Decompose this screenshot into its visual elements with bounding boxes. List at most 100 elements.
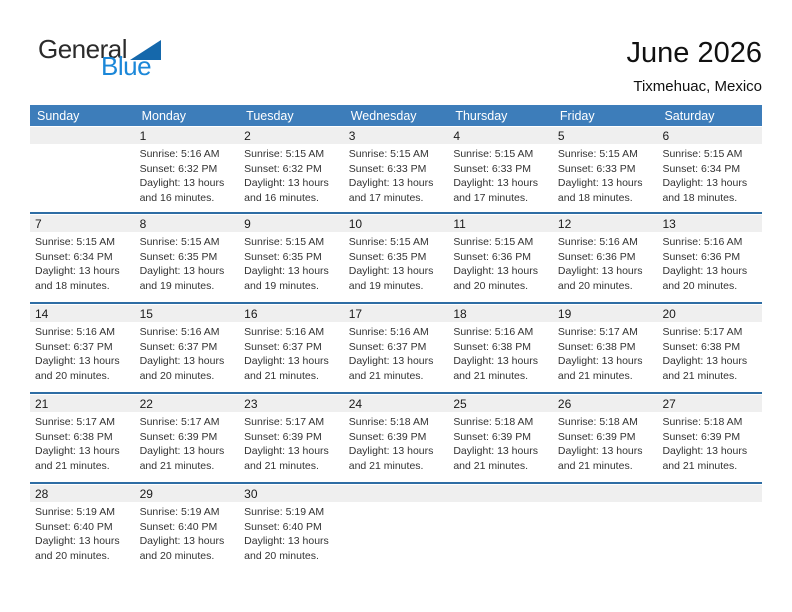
day-number-band	[343, 485, 449, 502]
sunrise-text: Sunrise: 5:15 AM	[348, 236, 429, 248]
day-number: 14	[35, 306, 49, 321]
day-details: Sunrise: 5:15 AM Sunset: 6:32 PM Daylight:…	[239, 144, 344, 205]
day-cell: 19 Sunrise: 5:17 AM Sunset: 6:38 PM Dayligh…	[552, 304, 658, 392]
day-number-band: 26	[552, 395, 658, 412]
day-number-band: 29	[134, 485, 240, 502]
day-details: Sunrise: 5:15 AM Sunset: 6:33 PM Daylight:…	[553, 144, 658, 205]
daylight-text: Daylight: 13 hours and 21 minutes.	[557, 445, 643, 472]
daylight-text: Daylight: 13 hours and 20 minutes.	[662, 265, 748, 292]
week-row: 28 Sunrise: 5:19 AM Sunset: 6:40 PM Dayligh…	[30, 482, 763, 572]
week-row: 1 Sunrise: 5:16 AM Sunset: 6:32 PM Daylight…	[30, 126, 763, 212]
day-number: 4	[453, 128, 460, 143]
day-details: Sunrise: 5:15 AM Sunset: 6:35 PM Daylight:…	[344, 232, 449, 293]
day-number-band: 20	[657, 305, 763, 322]
day-number: 28	[35, 486, 49, 501]
day-number: 29	[139, 486, 153, 501]
day-number-band	[552, 485, 658, 502]
day-cell: 1 Sunrise: 5:16 AM Sunset: 6:32 PM Daylight…	[134, 126, 240, 212]
day-details: Sunrise: 5:15 AM Sunset: 6:35 PM Daylight:…	[239, 232, 344, 293]
daylight-text: Daylight: 13 hours and 21 minutes.	[348, 355, 434, 382]
sunset-text: Sunset: 6:39 PM	[139, 430, 218, 443]
day-number: 27	[662, 396, 676, 411]
sunrise-text: Sunrise: 5:17 AM	[35, 416, 115, 428]
day-number: 8	[139, 216, 147, 231]
weekday-header-cell: Friday	[559, 108, 595, 123]
weekday-header-cell: Sunday	[37, 108, 80, 123]
day-number-band: 5	[552, 127, 658, 144]
day-cell: 13 Sunrise: 5:16 AM Sunset: 6:36 PM Dayligh…	[657, 214, 763, 302]
sunrise-text: Sunrise: 5:18 AM	[557, 416, 638, 428]
day-number-band: 11	[448, 215, 553, 232]
day-cell: 14 Sunrise: 5:16 AM Sunset: 6:37 PM Dayligh…	[30, 304, 135, 392]
day-cell: 30 Sunrise: 5:19 AM Sunset: 6:40 PM Dayligh…	[239, 484, 344, 572]
day-number-band: 2	[239, 127, 344, 144]
day-number-band: 18	[448, 305, 553, 322]
day-number: 25	[453, 396, 467, 411]
daylight-text: Daylight: 13 hours and 18 minutes.	[557, 177, 643, 204]
day-number: 18	[453, 306, 467, 321]
day-details: Sunrise: 5:15 AM Sunset: 6:36 PM Daylight:…	[448, 232, 553, 293]
sunrise-text: Sunrise: 5:17 AM	[244, 416, 325, 428]
sunset-text: Sunset: 6:35 PM	[348, 250, 427, 263]
day-number: 21	[35, 396, 49, 411]
sunset-text: Sunset: 6:39 PM	[244, 430, 322, 443]
day-number-band: 19	[552, 305, 658, 322]
calendar-table: Sunday Monday Tuesday Wednesday Thursday Frid…	[30, 105, 763, 572]
day-number: 9	[244, 216, 251, 231]
day-number-band: 21	[30, 395, 135, 412]
sunrise-text: Sunrise: 5:16 AM	[662, 236, 743, 248]
day-cell: 16 Sunrise: 5:16 AM Sunset: 6:37 PM Dayligh…	[239, 304, 344, 392]
daylight-text: Daylight: 13 hours and 21 minutes.	[139, 445, 225, 472]
sunrise-text: Sunrise: 5:15 AM	[662, 148, 743, 160]
sunrise-text: Sunrise: 5:18 AM	[662, 416, 743, 428]
day-number: 3	[348, 128, 356, 143]
day-details: Sunrise: 5:16 AM Sunset: 6:36 PM Daylight:…	[657, 232, 762, 293]
day-cell: 10 Sunrise: 5:15 AM Sunset: 6:35 PM Dayligh…	[343, 214, 449, 302]
day-details: Sunrise: 5:16 AM Sunset: 6:37 PM Daylight:…	[135, 322, 240, 383]
day-number-band: 28	[30, 485, 135, 502]
day-cell: 5 Sunrise: 5:15 AM Sunset: 6:33 PM Daylight…	[552, 126, 658, 212]
day-cell: 17 Sunrise: 5:16 AM Sunset: 6:37 PM Dayligh…	[343, 304, 449, 392]
day-number-band	[657, 485, 763, 502]
sunset-text: Sunset: 6:38 PM	[35, 430, 113, 443]
day-details: Sunrise: 5:16 AM Sunset: 6:38 PM Daylight:…	[448, 322, 553, 383]
day-number: 5	[557, 128, 565, 143]
day-details: Sunrise: 5:15 AM Sunset: 6:33 PM Daylight:…	[448, 144, 553, 205]
day-details: Sunrise: 5:18 AM Sunset: 6:39 PM Daylight:…	[657, 412, 762, 473]
day-number-band	[448, 485, 553, 502]
sunrise-text: Sunrise: 5:19 AM	[35, 506, 115, 518]
sunset-text: Sunset: 6:36 PM	[662, 250, 741, 263]
day-cell	[657, 484, 763, 572]
day-number: 16	[244, 306, 258, 321]
day-number-band: 6	[657, 127, 763, 144]
sunset-text: Sunset: 6:40 PM	[139, 520, 218, 533]
sunrise-text: Sunrise: 5:17 AM	[557, 326, 638, 338]
day-details: Sunrise: 5:16 AM Sunset: 6:32 PM Daylight:…	[135, 144, 240, 205]
day-cell: 11 Sunrise: 5:15 AM Sunset: 6:36 PM Dayligh…	[448, 214, 553, 302]
day-cell: 15 Sunrise: 5:16 AM Sunset: 6:37 PM Dayligh…	[134, 304, 240, 392]
sunrise-text: Sunrise: 5:16 AM	[35, 326, 115, 338]
sunset-text: Sunset: 6:38 PM	[453, 340, 531, 353]
day-number-band: 30	[239, 485, 344, 502]
sunrise-text: Sunrise: 5:17 AM	[139, 416, 220, 428]
day-details: Sunrise: 5:17 AM Sunset: 6:38 PM Daylight:…	[30, 412, 135, 473]
day-details: Sunrise: 5:17 AM Sunset: 6:38 PM Daylight:…	[657, 322, 762, 383]
daylight-text: Daylight: 13 hours and 20 minutes.	[453, 265, 538, 292]
day-details: Sunrise: 5:18 AM Sunset: 6:39 PM Daylight:…	[448, 412, 553, 473]
sunrise-text: Sunrise: 5:15 AM	[35, 236, 115, 248]
daylight-text: Daylight: 13 hours and 21 minutes.	[453, 445, 538, 472]
sunset-text: Sunset: 6:33 PM	[453, 162, 531, 175]
sunrise-text: Sunrise: 5:16 AM	[453, 326, 534, 338]
day-cell: 12 Sunrise: 5:16 AM Sunset: 6:36 PM Dayligh…	[552, 214, 658, 302]
week-row: 14 Sunrise: 5:16 AM Sunset: 6:37 PM Dayligh…	[30, 302, 763, 392]
sunset-text: Sunset: 6:36 PM	[453, 250, 531, 263]
logo-text-general: General	[38, 34, 128, 64]
sunset-text: Sunset: 6:39 PM	[348, 430, 427, 443]
day-cell: 8 Sunrise: 5:15 AM Sunset: 6:35 PM Daylight…	[134, 214, 240, 302]
day-number-band	[30, 127, 135, 144]
day-details: Sunrise: 5:17 AM Sunset: 6:38 PM Daylight:…	[553, 322, 658, 383]
day-details: Sunrise: 5:15 AM Sunset: 6:35 PM Daylight:…	[135, 232, 240, 293]
day-number: 17	[348, 306, 363, 321]
sunrise-text: Sunrise: 5:19 AM	[244, 506, 325, 518]
day-number-band: 17	[343, 305, 449, 322]
